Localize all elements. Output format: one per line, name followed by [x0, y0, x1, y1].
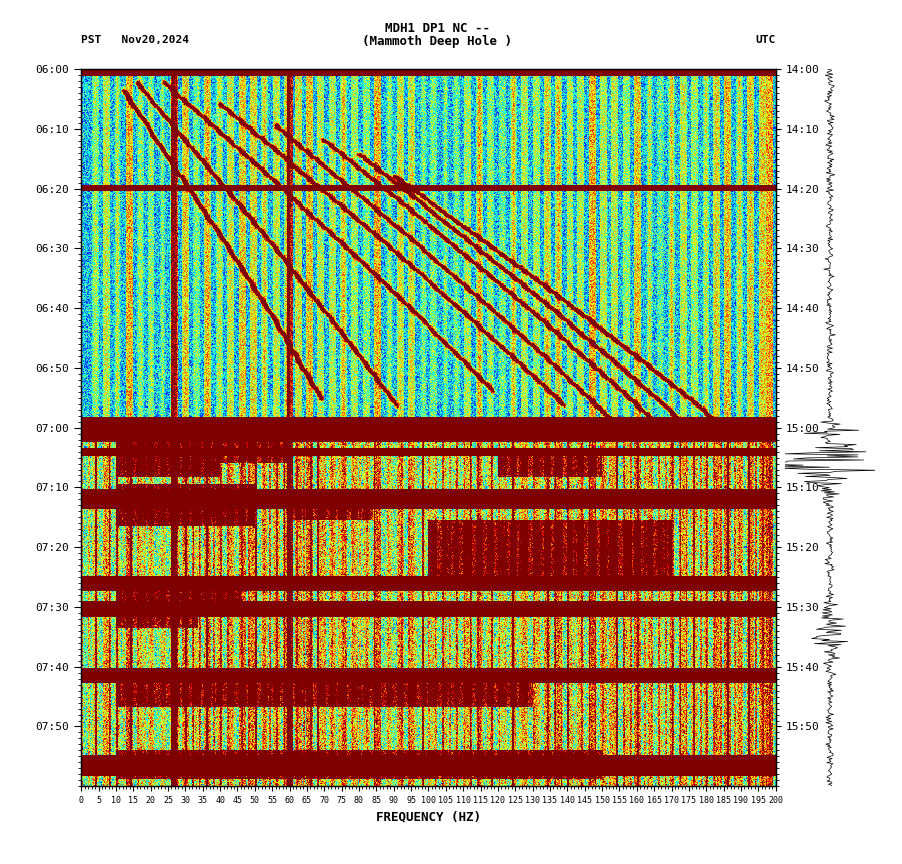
- Text: (Mammoth Deep Hole ): (Mammoth Deep Hole ): [363, 35, 512, 48]
- Text: UTC: UTC: [756, 35, 776, 45]
- X-axis label: FREQUENCY (HZ): FREQUENCY (HZ): [376, 810, 481, 823]
- Text: PST   Nov20,2024: PST Nov20,2024: [81, 35, 189, 45]
- Text: MDH1 DP1 NC --: MDH1 DP1 NC --: [385, 22, 490, 35]
